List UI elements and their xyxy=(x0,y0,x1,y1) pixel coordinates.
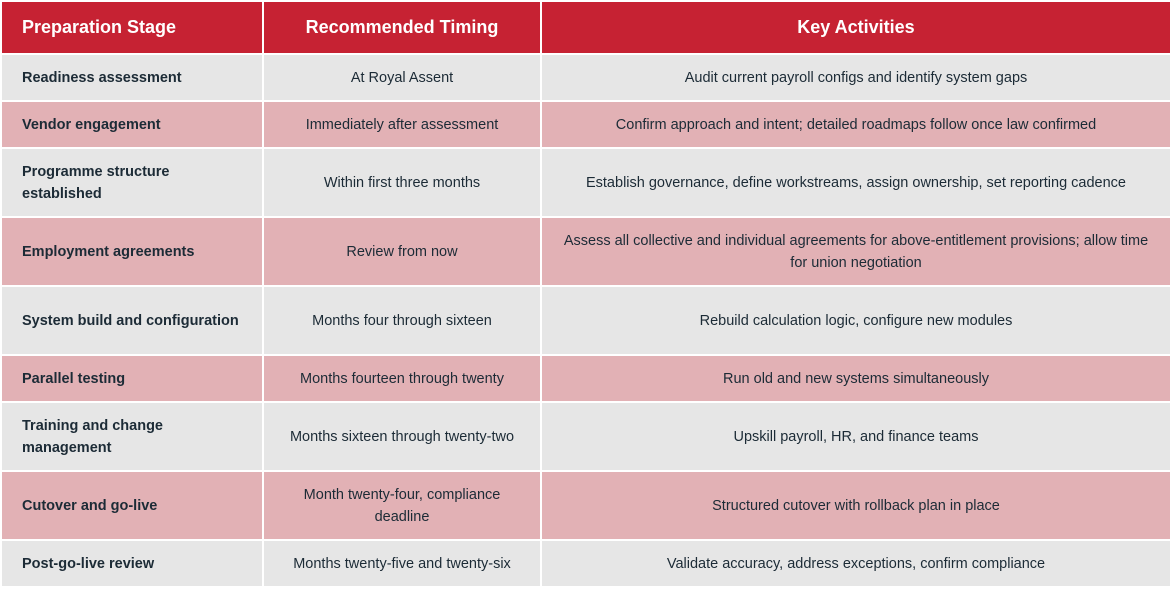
table-row: Cutover and go-live Month twenty-four, c… xyxy=(0,470,1170,541)
activities-cell: Assess all collective and individual agr… xyxy=(540,216,1170,287)
header-recommended-timing: Recommended Timing xyxy=(262,0,542,55)
table-row: System build and configuration Months fo… xyxy=(0,285,1170,356)
activities-cell: Structured cutover with rollback plan in… xyxy=(540,470,1170,541)
timing-cell: Months fourteen through twenty xyxy=(262,354,542,403)
table-header: Preparation Stage Recommended Timing Key… xyxy=(0,0,1170,55)
header-row: Preparation Stage Recommended Timing Key… xyxy=(0,0,1170,55)
stage-cell: Cutover and go-live xyxy=(0,470,264,541)
table-row: Post-go-live review Months twenty-five a… xyxy=(0,539,1170,588)
activities-cell: Audit current payroll configs and identi… xyxy=(540,53,1170,102)
table-row: Training and change management Months si… xyxy=(0,401,1170,472)
timing-cell: Review from now xyxy=(262,216,542,287)
header-preparation-stage: Preparation Stage xyxy=(0,0,264,55)
activities-cell: Run old and new systems simultaneously xyxy=(540,354,1170,403)
timing-cell: Immediately after assessment xyxy=(262,100,542,149)
stage-cell: Employment agreements xyxy=(0,216,264,287)
activities-cell: Confirm approach and intent; detailed ro… xyxy=(540,100,1170,149)
table-row: Readiness assessment At Royal Assent Aud… xyxy=(0,53,1170,102)
table-body: Readiness assessment At Royal Assent Aud… xyxy=(0,53,1170,588)
stage-cell: Parallel testing xyxy=(0,354,264,403)
activities-cell: Rebuild calculation logic, configure new… xyxy=(540,285,1170,356)
activities-cell: Establish governance, define workstreams… xyxy=(540,147,1170,218)
stage-cell: Programme structure established xyxy=(0,147,264,218)
table-row: Vendor engagement Immediately after asse… xyxy=(0,100,1170,149)
timing-cell: Months four through sixteen xyxy=(262,285,542,356)
timing-cell: At Royal Assent xyxy=(262,53,542,102)
header-key-activities: Key Activities xyxy=(540,0,1170,55)
timing-cell: Months sixteen through twenty-two xyxy=(262,401,542,472)
timing-cell: Month twenty-four, compliance deadline xyxy=(262,470,542,541)
stage-cell: Vendor engagement xyxy=(0,100,264,149)
activities-cell: Validate accuracy, address exceptions, c… xyxy=(540,539,1170,588)
table-row: Parallel testing Months fourteen through… xyxy=(0,354,1170,403)
table-row: Programme structure established Within f… xyxy=(0,147,1170,218)
activities-cell: Upskill payroll, HR, and finance teams xyxy=(540,401,1170,472)
stage-cell: Post-go-live review xyxy=(0,539,264,588)
timing-cell: Within first three months xyxy=(262,147,542,218)
table-row: Employment agreements Review from now As… xyxy=(0,216,1170,287)
stage-cell: Readiness assessment xyxy=(0,53,264,102)
timing-cell: Months twenty-five and twenty-six xyxy=(262,539,542,588)
stage-cell: System build and configuration xyxy=(0,285,264,356)
stage-cell: Training and change management xyxy=(0,401,264,472)
